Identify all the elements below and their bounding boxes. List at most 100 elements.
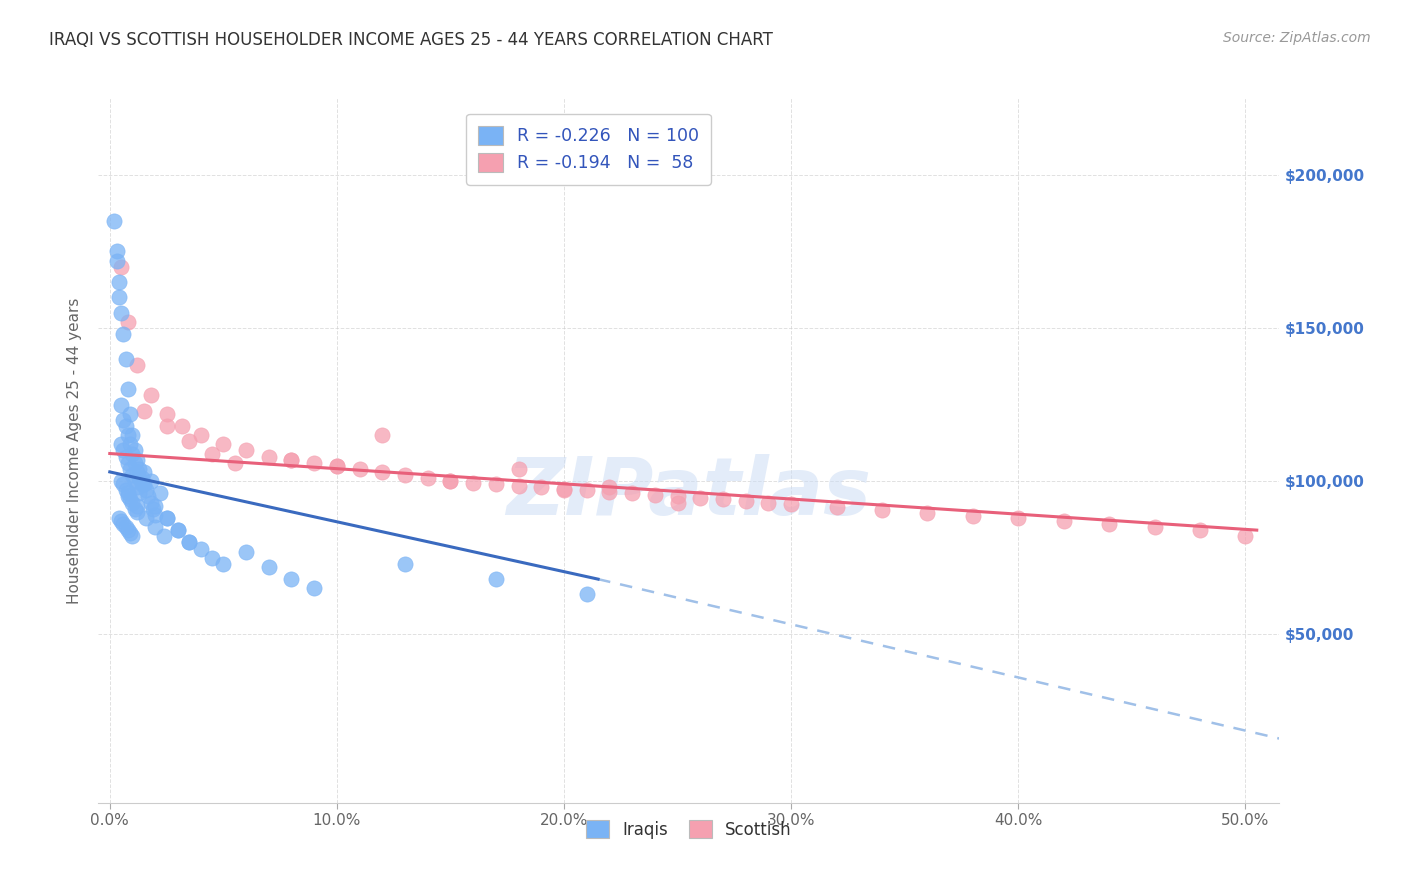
Point: [132, 403, 155, 417]
Point: [128, 471, 150, 485]
Point: [117, 315, 139, 329]
Point: [131, 477, 153, 491]
Point: [280, 452, 302, 467]
Point: [190, 541, 212, 556]
Point: [112, 326, 135, 341]
Point: [224, 456, 246, 470]
Point: [711, 492, 734, 507]
Point: [155, 511, 177, 525]
Point: [120, 407, 142, 421]
Point: [734, 494, 756, 508]
Point: [553, 482, 575, 496]
Point: [280, 452, 302, 467]
Point: [235, 443, 257, 458]
Point: [114, 351, 136, 366]
Point: [110, 260, 132, 274]
Point: [416, 471, 439, 485]
Point: [575, 587, 598, 601]
Point: [120, 526, 142, 541]
Point: [128, 486, 150, 500]
Point: [108, 275, 131, 289]
Point: [758, 495, 780, 509]
Point: [155, 511, 177, 525]
Point: [326, 458, 349, 473]
Point: [120, 462, 142, 476]
Point: [110, 305, 132, 319]
Point: [112, 413, 135, 427]
Point: [179, 535, 201, 549]
Point: [143, 520, 166, 534]
Text: Source: ZipAtlas.com: Source: ZipAtlas.com: [1223, 31, 1371, 45]
Point: [120, 437, 142, 451]
Point: [201, 446, 224, 460]
Point: [371, 465, 394, 479]
Point: [212, 437, 235, 451]
Point: [485, 477, 508, 491]
Point: [666, 495, 689, 509]
Point: [201, 550, 224, 565]
Point: [110, 437, 132, 451]
Point: [139, 474, 162, 488]
Point: [870, 503, 893, 517]
Point: [530, 480, 553, 494]
Point: [280, 572, 302, 586]
Point: [1234, 529, 1257, 543]
Point: [190, 428, 212, 442]
Point: [689, 491, 711, 505]
Point: [371, 428, 394, 442]
Point: [666, 490, 689, 504]
Point: [439, 474, 461, 488]
Point: [155, 407, 177, 421]
Point: [621, 486, 644, 500]
Point: [112, 443, 135, 458]
Point: [114, 450, 136, 464]
Point: [1098, 516, 1121, 531]
Point: [125, 505, 148, 519]
Point: [112, 516, 135, 531]
Text: IRAQI VS SCOTTISH HOUSEHOLDER INCOME AGES 25 - 44 YEARS CORRELATION CHART: IRAQI VS SCOTTISH HOUSEHOLDER INCOME AGE…: [49, 31, 773, 49]
Point: [132, 477, 155, 491]
Point: [128, 462, 150, 476]
Point: [508, 478, 530, 492]
Point: [121, 467, 143, 482]
Point: [439, 474, 461, 488]
Point: [135, 483, 157, 498]
Point: [257, 450, 280, 464]
Point: [125, 480, 148, 494]
Point: [143, 508, 166, 522]
Point: [257, 560, 280, 574]
Point: [139, 388, 162, 402]
Point: [179, 434, 201, 449]
Point: [110, 474, 132, 488]
Point: [1053, 514, 1076, 528]
Point: [120, 492, 142, 507]
Point: [302, 456, 325, 470]
Point: [117, 490, 139, 504]
Point: [124, 501, 146, 516]
Point: [125, 499, 148, 513]
Point: [103, 213, 125, 227]
Point: [962, 509, 984, 524]
Point: [1007, 511, 1029, 525]
Point: [117, 486, 139, 500]
Point: [167, 523, 190, 537]
Point: [125, 452, 148, 467]
Point: [125, 358, 148, 372]
Point: [105, 244, 128, 259]
Point: [114, 419, 136, 434]
Point: [179, 535, 201, 549]
Text: ZIPatlas: ZIPatlas: [506, 454, 872, 532]
Point: [302, 582, 325, 596]
Point: [149, 486, 172, 500]
Point: [108, 290, 131, 304]
Point: [394, 467, 416, 482]
Point: [1188, 523, 1211, 537]
Point: [121, 529, 143, 543]
Point: [142, 501, 165, 516]
Point: [139, 495, 162, 509]
Y-axis label: Householder Income Ages 25 - 44 years: Householder Income Ages 25 - 44 years: [67, 297, 83, 604]
Point: [117, 382, 139, 396]
Point: [105, 253, 128, 268]
Point: [121, 495, 143, 509]
Point: [394, 557, 416, 571]
